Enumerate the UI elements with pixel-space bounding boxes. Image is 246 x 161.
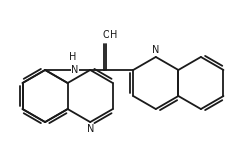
- Text: N: N: [152, 45, 159, 55]
- Text: O: O: [102, 30, 110, 40]
- Text: N: N: [71, 65, 79, 75]
- Text: N: N: [87, 124, 94, 134]
- Text: H: H: [109, 30, 117, 40]
- Text: H: H: [69, 52, 77, 62]
